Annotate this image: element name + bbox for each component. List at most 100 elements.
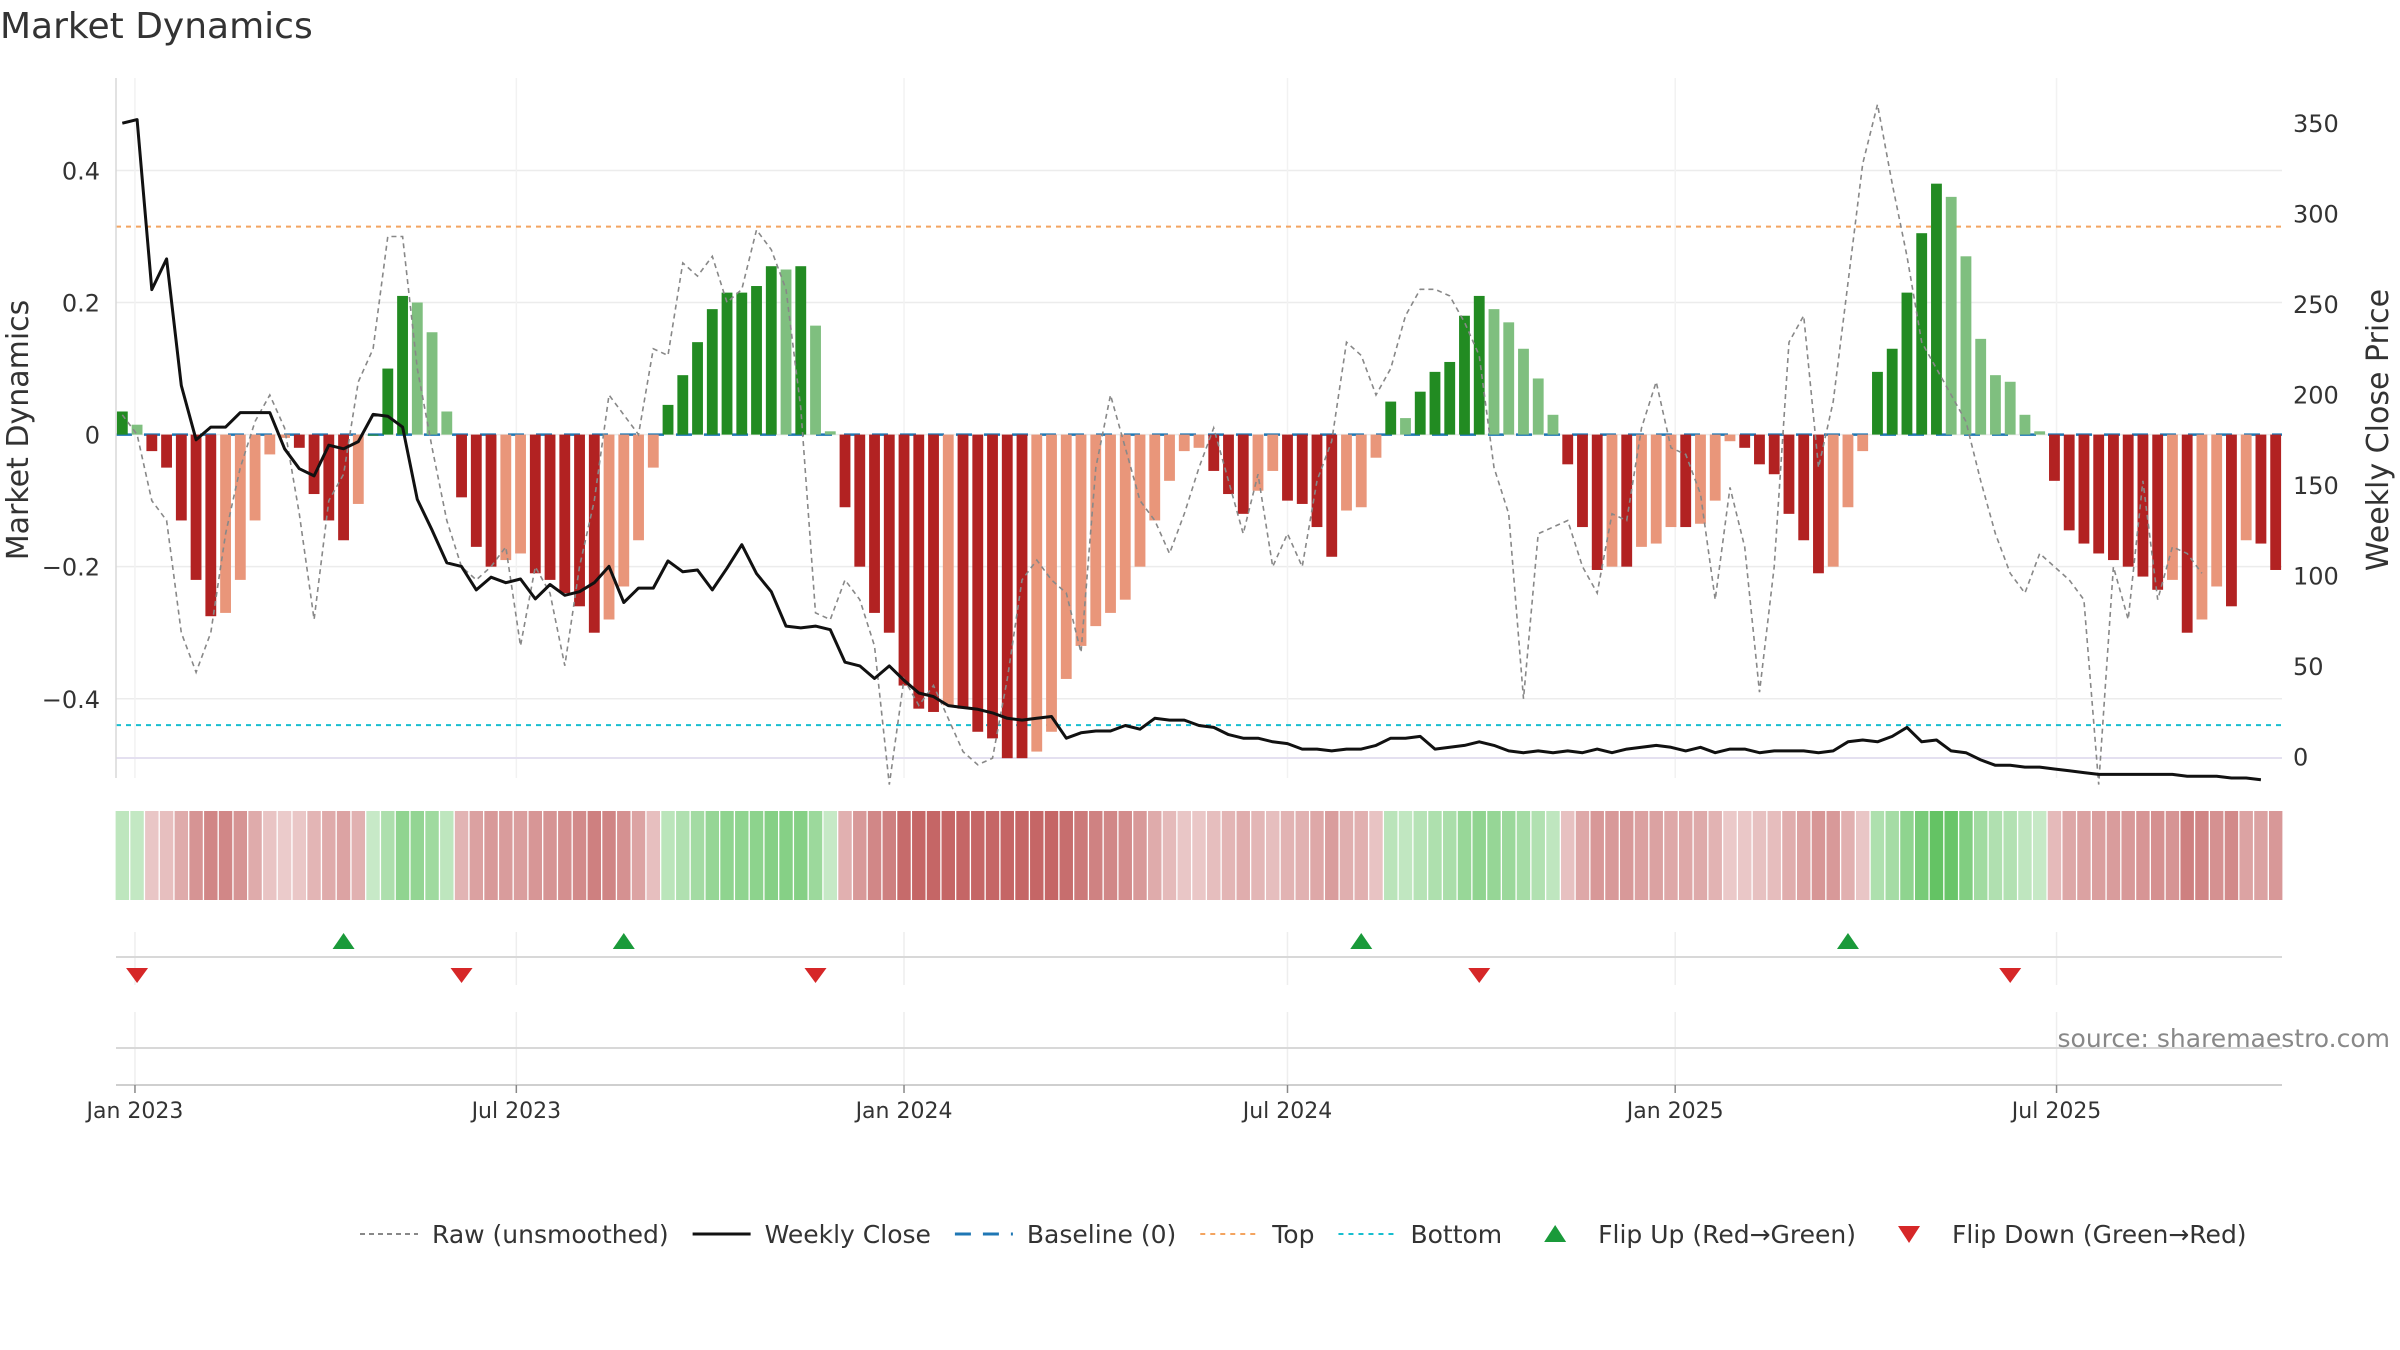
dynamics-bar — [2167, 434, 2178, 580]
legend-flip-down[interactable]: Flip Down (Green→Red) — [1898, 1220, 2247, 1249]
dynamics-bar — [352, 434, 364, 504]
dynamics-bar — [1341, 434, 1352, 511]
dynamics-bar — [1768, 434, 1780, 475]
dynamics-bar — [1695, 434, 1706, 524]
strip-cell — [1546, 811, 1560, 900]
strip-cell — [1177, 811, 1191, 900]
level-lines — [116, 225, 2282, 727]
dynamics-bar — [1355, 434, 1367, 508]
dynamics-bar — [249, 434, 261, 521]
dynamics-bar — [1872, 371, 1883, 435]
dynamics-bar — [1414, 391, 1426, 435]
strip-cell — [1634, 811, 1649, 900]
legend-raw[interactable]: Raw (unsmoothed) — [360, 1220, 669, 1249]
dynamics-bar — [205, 434, 217, 617]
y2-tick-label: 150 — [2293, 472, 2339, 500]
y2-tick-label: 100 — [2293, 562, 2339, 590]
dynamics-bar — [485, 434, 497, 567]
dynamics-bar — [2063, 434, 2075, 531]
legend-baseline-label: Baseline (0) — [1027, 1220, 1176, 1249]
y-tick-label: 0 — [85, 422, 100, 450]
dynamics-bar — [470, 434, 482, 547]
dynamics-bar — [131, 424, 143, 435]
strip-cell — [1310, 811, 1324, 900]
strip-cell — [2209, 811, 2224, 900]
dynamics-bar — [1650, 434, 1662, 544]
source-label: source: sharemaestro.com — [2058, 1024, 2391, 1053]
strip-cell — [1339, 811, 1354, 900]
dynamics-bar — [2122, 434, 2134, 567]
chart-title: Market Dynamics — [0, 6, 313, 47]
dynamics-bar — [1105, 434, 1116, 613]
flip-up-marker — [1350, 933, 1373, 949]
dynamics-bar — [1931, 183, 1942, 435]
dynamics-bar — [1326, 434, 1338, 557]
dynamics-bar — [1031, 434, 1043, 752]
dynamics-bar — [692, 342, 703, 435]
legend-flip-down-label: Flip Down (Green→Red) — [1952, 1220, 2247, 1249]
strip-cell — [1782, 811, 1796, 900]
y2-tick-label: 50 — [2293, 653, 2324, 681]
date-axis: Jan 2023 Jul 2023 Jan 2024 Jul 2024 Jan 2025… — [85, 1085, 2101, 1124]
legend-bottom[interactable]: Bottom — [1338, 1220, 1502, 1249]
strip-cell — [1723, 811, 1737, 900]
strip-cell — [263, 811, 277, 900]
legend-weekly-close[interactable]: Weekly Close — [692, 1220, 931, 1249]
legend-baseline[interactable]: Baseline (0) — [954, 1220, 1176, 1249]
dynamics-bar — [2255, 434, 2267, 544]
strip-cell — [2254, 811, 2268, 900]
strip-cell — [1590, 811, 1604, 900]
strip-cell — [897, 811, 911, 900]
dynamics-bar — [1975, 338, 1987, 435]
x-tick-label: Jul 2024 — [1241, 1099, 1333, 1124]
dynamics-bar — [1282, 434, 1293, 501]
legend[interactable]: Raw (unsmoothed) Weekly Close Baseline (0)… — [360, 1220, 2247, 1249]
dynamics-bar — [1724, 434, 1736, 442]
dynamics-bar — [456, 434, 467, 498]
dynamics-bar — [116, 411, 128, 435]
strip-cell — [469, 811, 484, 900]
dynamics-bar — [1990, 375, 2001, 435]
legend-flip-up[interactable]: Flip Up (Red→Green) — [1544, 1220, 1856, 1249]
strip-cell — [1826, 811, 1840, 900]
strip-cell — [1796, 811, 1811, 900]
dynamics-bar — [1429, 371, 1441, 435]
strip-cell — [1870, 811, 1885, 900]
dynamics-bar — [1090, 434, 1102, 627]
dynamics-bar — [544, 434, 556, 580]
dynamics-bar — [161, 434, 172, 468]
dynamics-bar — [2004, 381, 2016, 435]
strip-cell — [1649, 811, 1663, 900]
strip-cell — [602, 811, 616, 900]
raw-series — [121, 104, 2203, 785]
strip-cell — [543, 811, 557, 900]
strip-cell — [454, 811, 469, 900]
legend-flip-up-swatch — [1544, 1225, 1567, 1242]
strip-cell — [1192, 811, 1206, 900]
strip-cell — [292, 811, 307, 900]
strip-cell — [513, 811, 528, 900]
legend-top[interactable]: Top — [1200, 1220, 1314, 1249]
dynamics-bar — [603, 434, 615, 620]
strip-cell — [322, 811, 336, 900]
strip-cell — [1118, 811, 1132, 900]
dynamics-bar — [795, 266, 807, 435]
strip-cell — [676, 811, 690, 900]
strip-cell — [218, 811, 233, 900]
dynamics-bar — [1945, 196, 1957, 435]
strip-cell — [1266, 811, 1280, 900]
flip-panel — [116, 932, 2282, 985]
flip-up-marker — [1836, 933, 1859, 949]
y2-tick-label: 250 — [2293, 291, 2339, 319]
dynamics-bar — [1237, 434, 1249, 514]
strip-cell — [1900, 811, 1914, 900]
dynamics-bar — [824, 431, 836, 435]
dynamics-bar — [2196, 434, 2208, 620]
strip-cell — [1369, 811, 1383, 900]
dynamics-bar — [1149, 434, 1161, 521]
strip-cell — [1148, 811, 1162, 900]
dynamics-bar — [1296, 434, 1308, 504]
strip-cell — [2224, 811, 2239, 900]
strip-cell — [528, 811, 543, 900]
